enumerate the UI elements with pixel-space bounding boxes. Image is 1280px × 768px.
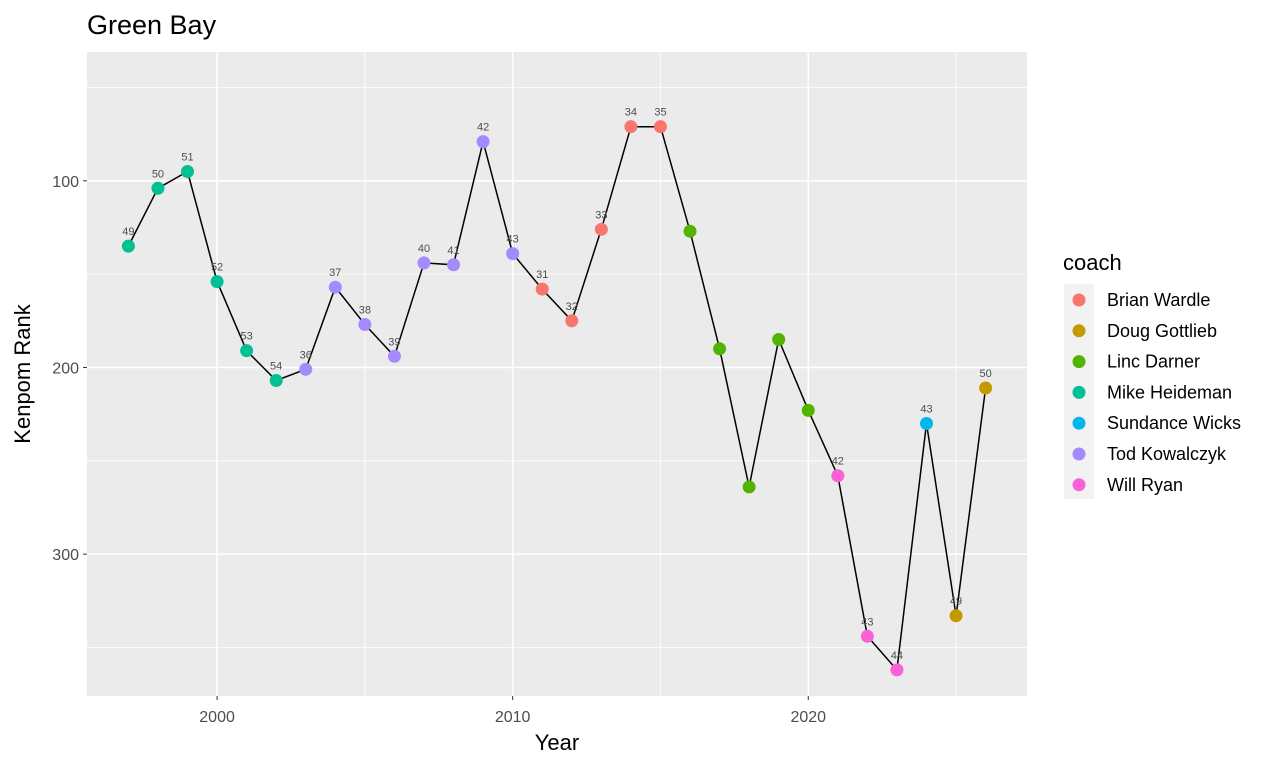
data-label: 37 — [329, 267, 341, 279]
legend-key — [1072, 416, 1086, 430]
data-label: 53 — [240, 331, 252, 343]
data-label: 32 — [566, 301, 578, 313]
x-tick-label: 2000 — [199, 709, 235, 726]
legend-label: Sundance Wicks — [1107, 413, 1241, 433]
rank-line — [127, 125, 987, 672]
data-label: 49 — [122, 226, 134, 238]
data-point — [890, 663, 904, 677]
data-label: 39 — [388, 336, 400, 348]
x-axis-title: Year — [535, 730, 579, 755]
data-point — [240, 344, 254, 358]
legend-key — [1072, 478, 1086, 492]
grid — [87, 52, 1027, 696]
data-label: 50 — [152, 168, 164, 180]
data-label: 43 — [920, 403, 932, 415]
legend-key — [1072, 385, 1086, 399]
data-point — [801, 403, 815, 417]
legend-label: Doug Gottlieb — [1107, 321, 1217, 341]
data-point — [860, 629, 874, 643]
data-point — [447, 258, 461, 272]
x-tick-label: 2020 — [790, 709, 826, 726]
data-point — [210, 275, 224, 289]
data-point — [742, 480, 756, 494]
legend-label: Linc Darner — [1107, 352, 1200, 372]
legend-label: Brian Wardle — [1107, 290, 1210, 310]
legend-title: coach — [1063, 250, 1122, 275]
legend-label: Tod Kowalczyk — [1107, 444, 1227, 464]
data-point — [387, 349, 401, 363]
data-label: 50 — [979, 368, 991, 380]
data-label: 52 — [211, 262, 223, 274]
data-point — [624, 120, 638, 134]
data-point — [683, 224, 697, 238]
data-point — [594, 222, 608, 236]
legend-label: Mike Heideman — [1107, 382, 1232, 402]
data-point — [565, 314, 579, 328]
data-point — [299, 362, 313, 376]
data-point — [713, 342, 727, 356]
data-point — [328, 280, 342, 294]
data-point — [181, 164, 195, 178]
data-point — [269, 374, 283, 388]
x-axis: 2000 2010 2020 — [199, 696, 826, 726]
data-label: 43 — [507, 234, 519, 246]
data-point — [121, 239, 135, 253]
data-point — [979, 381, 993, 395]
data-label: 42 — [477, 122, 489, 134]
legend-key — [1072, 355, 1086, 369]
data-label: 44 — [891, 650, 903, 662]
chart-title: Green Bay — [87, 10, 217, 40]
data-point — [506, 247, 520, 261]
data-point — [358, 318, 372, 332]
data-point — [417, 256, 431, 270]
data-point — [476, 135, 490, 149]
y-tick-label: 100 — [52, 174, 79, 191]
data-point — [919, 416, 933, 430]
y-tick-label: 200 — [52, 360, 79, 377]
data-label: 33 — [595, 209, 607, 221]
series: 49 50 51 52 53 54 36 37 38 39 40 41 42 43 31 32 33 34 35 42… — [121, 107, 993, 677]
legend-key — [1072, 447, 1086, 461]
y-axis-title: Kenpom Rank — [10, 303, 35, 443]
data-label: 42 — [832, 456, 844, 468]
data-label: 49 — [950, 596, 962, 608]
legend-key — [1072, 324, 1086, 338]
data-label: 35 — [654, 107, 666, 119]
data-label: 38 — [359, 305, 371, 317]
legend: Brian Wardle Doug Gottlieb Linc Darner Mike… — [1064, 284, 1241, 499]
legend-key — [1072, 293, 1086, 307]
data-point — [949, 609, 963, 623]
data-label: 51 — [181, 151, 193, 163]
data-label: 34 — [625, 107, 637, 119]
data-label: 54 — [270, 361, 282, 373]
data-point — [831, 469, 845, 483]
data-point — [772, 332, 786, 346]
data-label: 36 — [300, 349, 312, 361]
y-tick-label: 300 — [52, 547, 79, 564]
data-point — [151, 181, 165, 195]
legend-label: Will Ryan — [1107, 475, 1183, 495]
data-label: 40 — [418, 243, 430, 255]
plot-panel — [87, 52, 1027, 696]
y-axis: 100 200 300 — [52, 174, 87, 564]
data-label: 31 — [536, 269, 548, 281]
data-point — [653, 120, 667, 134]
x-tick-label: 2010 — [495, 709, 531, 726]
data-point — [535, 282, 549, 296]
data-label: 43 — [861, 616, 873, 628]
data-label: 41 — [447, 245, 459, 257]
